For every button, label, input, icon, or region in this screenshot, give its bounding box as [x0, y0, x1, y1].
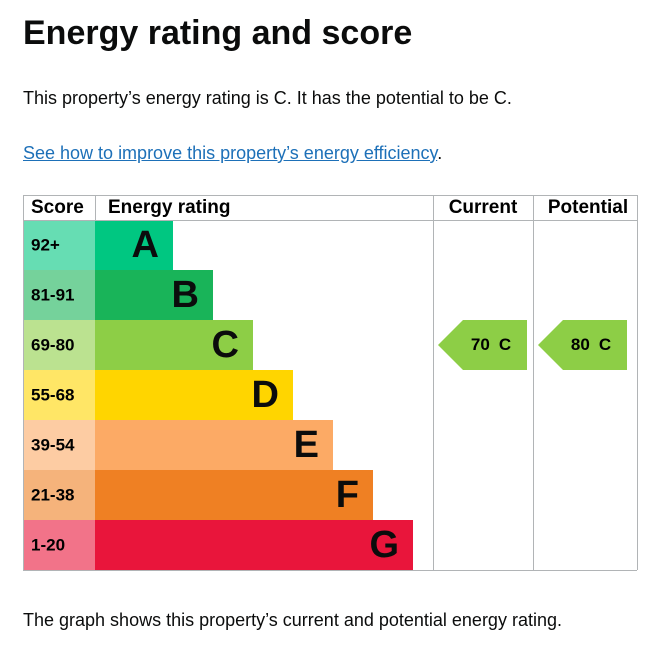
rating-bar: [95, 320, 253, 370]
rating-bar: [95, 370, 293, 420]
link-line: See how to improve this property’s energ…: [23, 143, 442, 164]
link-suffix: .: [437, 143, 443, 163]
column-header: Potential: [548, 197, 628, 218]
current-rating: C: [499, 335, 511, 354]
score-cell: [23, 520, 95, 570]
score-range: 55-68: [31, 385, 74, 404]
rating-letter: F: [336, 474, 359, 516]
rating-bar: [95, 520, 413, 570]
rating-letter: B: [172, 274, 199, 316]
improve-link[interactable]: See how to improve this property’s energ…: [23, 143, 438, 163]
column-header: Score: [31, 197, 84, 218]
rating-bar: [95, 470, 373, 520]
score-cell: [23, 370, 95, 420]
rating-chart: Score Energy rating Current Potential 92+ A 81…: [23, 195, 638, 571]
potential-rating: C: [599, 335, 611, 354]
rating-bar: [95, 220, 173, 270]
rating-bar: [95, 270, 213, 320]
summary: This property’s energy rating is C. It h…: [23, 88, 512, 108]
rating-letter: A: [132, 224, 159, 266]
score-range: 81-91: [31, 285, 74, 304]
rating-letter: C: [212, 324, 239, 366]
score-range: 39-54: [31, 435, 75, 454]
current-arrow: [438, 320, 527, 370]
score-range: 92+: [31, 235, 60, 254]
potential-label: 80 C: [571, 335, 611, 354]
score-cell: [23, 220, 95, 270]
column-header: Energy rating: [108, 197, 230, 218]
score-range: 21-38: [31, 485, 74, 504]
rating-letter: D: [252, 374, 279, 416]
rating-letter: E: [294, 424, 319, 466]
score-cell: [23, 270, 95, 320]
score-cell: [23, 320, 95, 370]
rating-letter: G: [369, 524, 399, 566]
score-range: 69-80: [31, 335, 74, 354]
current-label: 70 C: [471, 335, 511, 354]
potential-score: 80: [571, 335, 590, 354]
heading: Energy rating and score: [23, 14, 413, 52]
score-cell: [23, 470, 95, 520]
score-cell: [23, 420, 95, 470]
current-score: 70: [471, 335, 490, 354]
score-range: 1-20: [31, 535, 65, 554]
footer: The graph shows this property’s current …: [23, 610, 562, 630]
rating-bar: [95, 420, 333, 470]
potential-arrow: [538, 320, 627, 370]
column-header: Current: [449, 197, 518, 218]
